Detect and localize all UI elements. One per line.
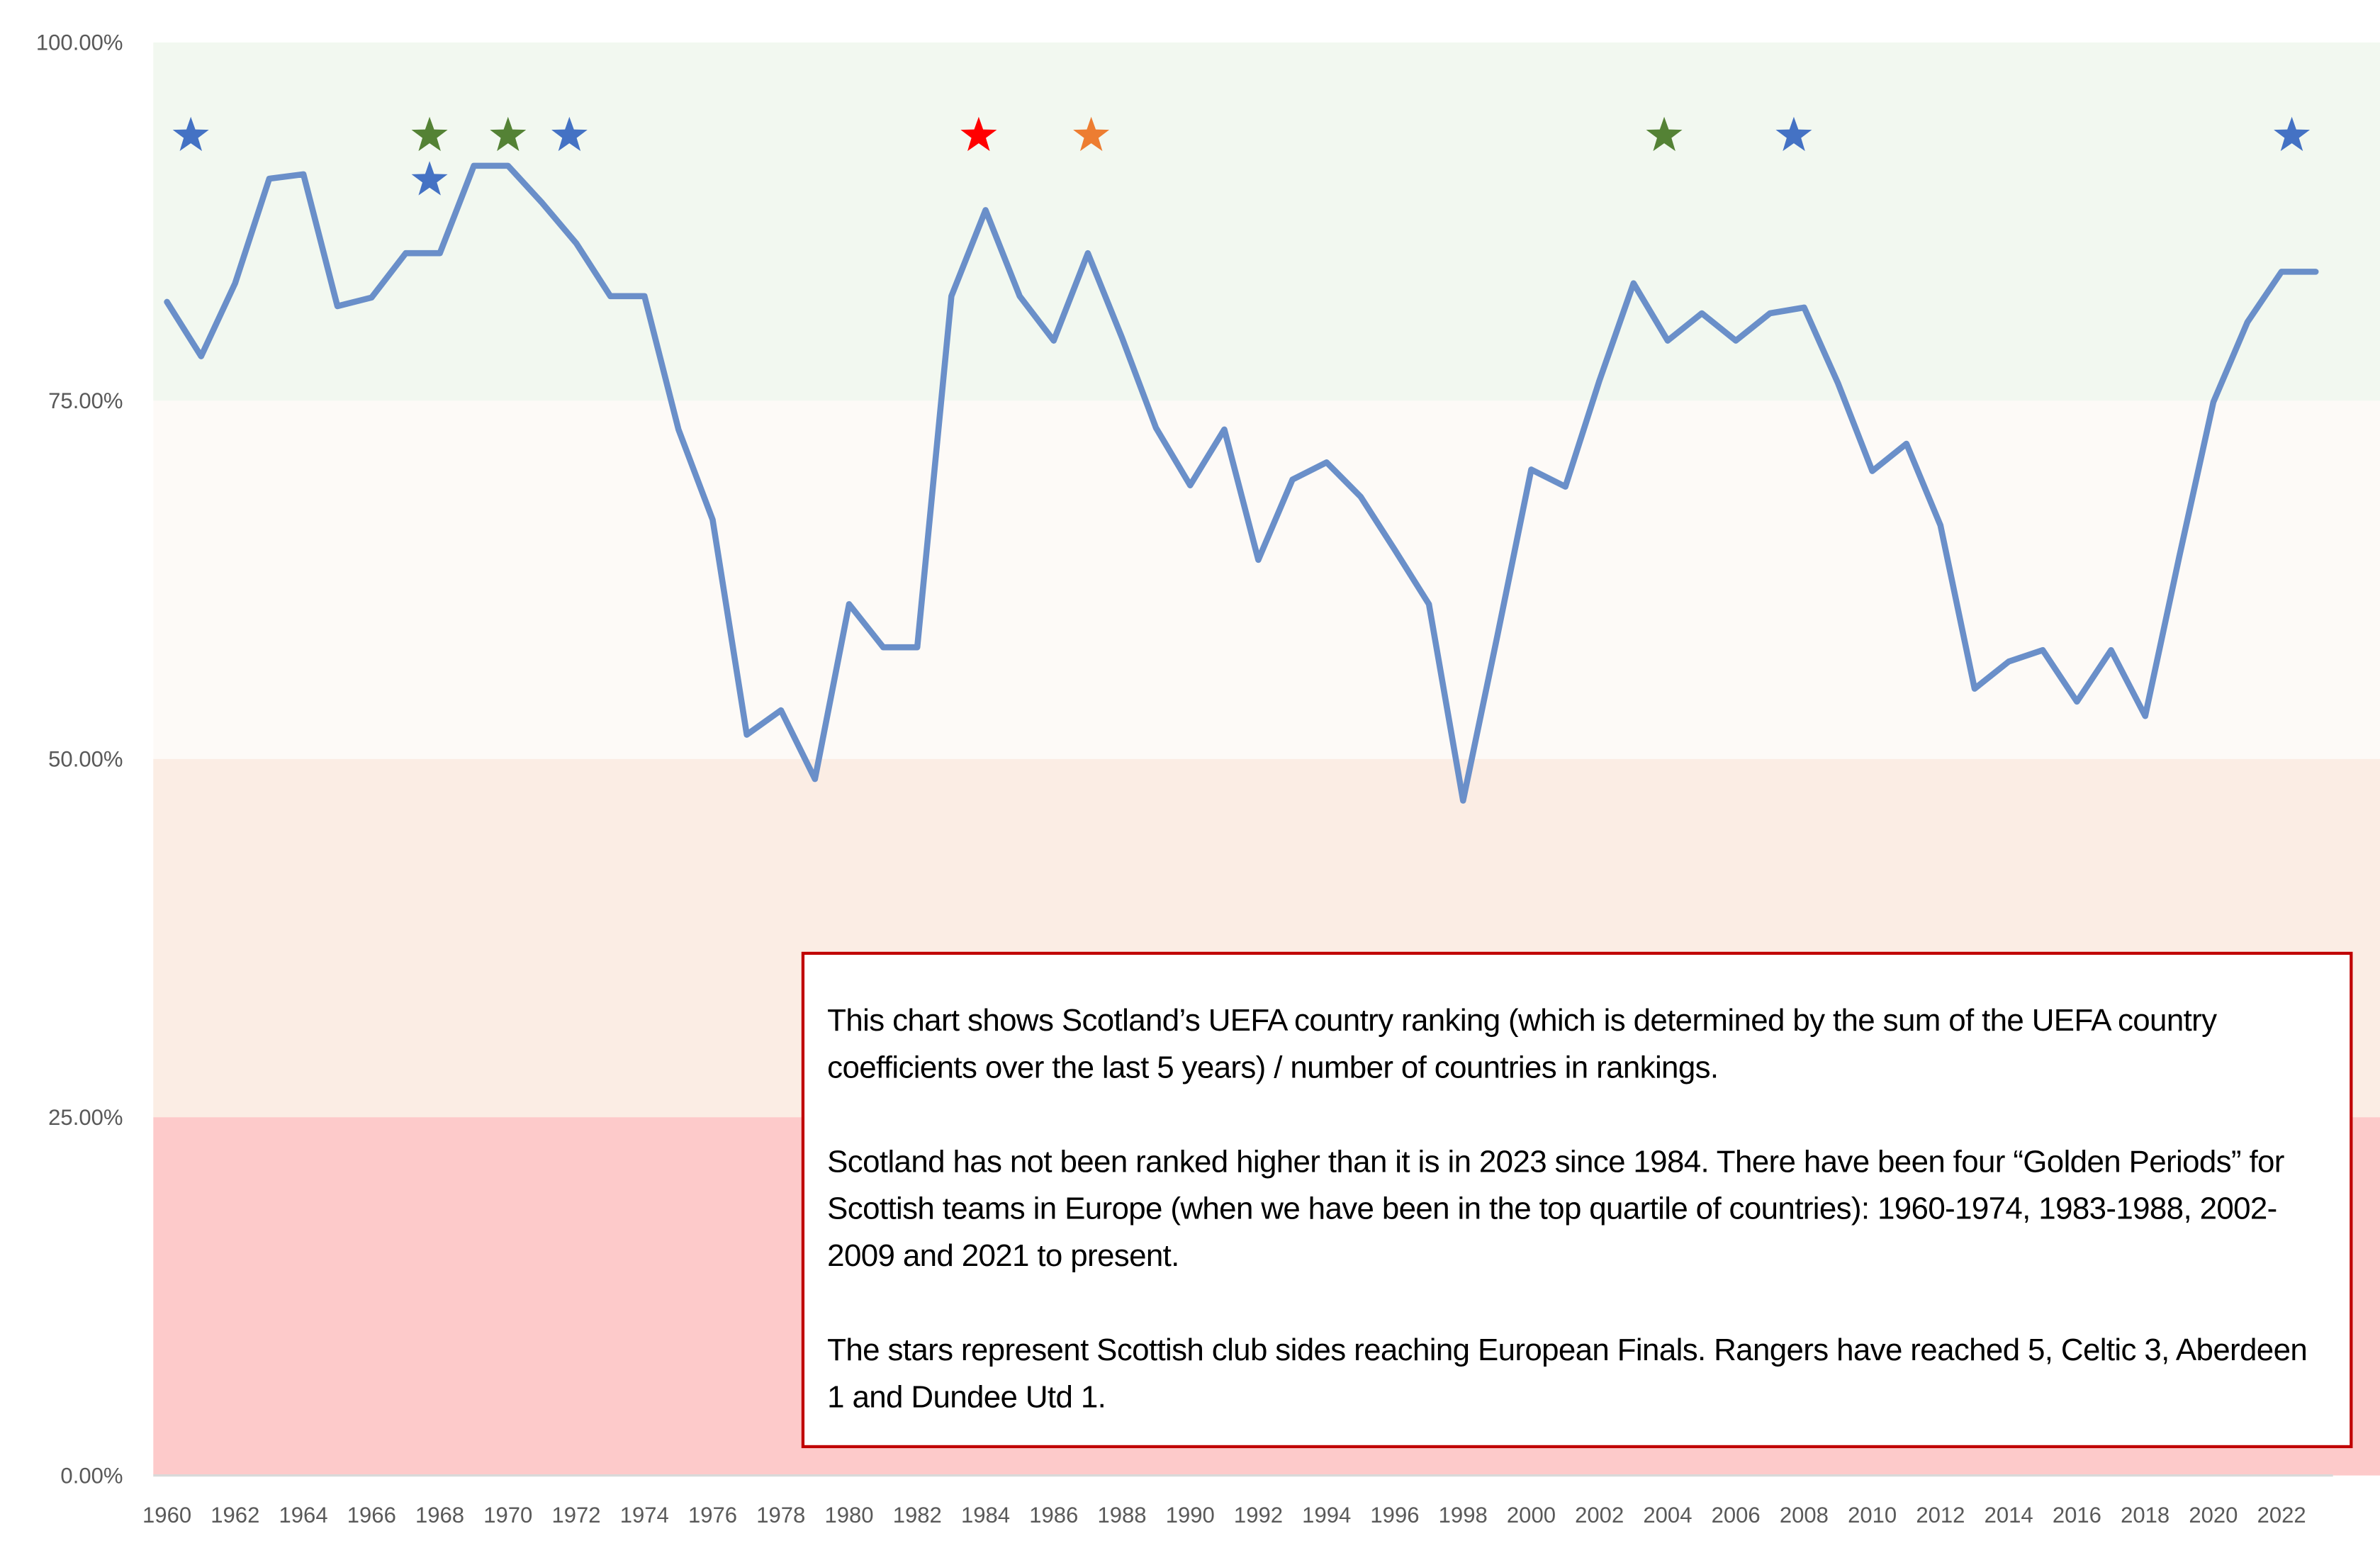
x-tick-label: 1988	[1097, 1503, 1146, 1527]
x-tick-label: 1990	[1166, 1503, 1215, 1527]
star-marker-icon	[1073, 116, 1110, 152]
band-75-100	[153, 42, 2380, 401]
x-tick-label: 1994	[1302, 1503, 1351, 1527]
x-tick-label: 1964	[279, 1503, 328, 1527]
x-tick-label: 1998	[1439, 1503, 1488, 1527]
x-tick-label: 2014	[1985, 1503, 2033, 1527]
note-paragraph-3: The stars represent Scottish club sides …	[827, 1333, 2308, 1415]
x-axis-ticks: 1960 1962 1964 1966 1968 1970 1972 1974 1976 1978…	[142, 1503, 2306, 1527]
x-tick-label: 1976	[688, 1503, 737, 1527]
star-marker-icon	[490, 116, 527, 152]
x-tick-label: 2002	[1575, 1503, 1624, 1527]
ranking-series-line	[164, 162, 2319, 804]
x-tick-label: 1972	[551, 1503, 600, 1527]
x-tick-label: 1968	[415, 1503, 464, 1527]
x-tick-label: 2004	[1643, 1503, 1692, 1527]
x-tick-label: 1978	[756, 1503, 805, 1527]
x-tick-label: 1980	[824, 1503, 873, 1527]
x-tick-label: 2018	[2121, 1503, 2169, 1527]
star-marker-icon	[960, 116, 997, 152]
star-marker-icon	[551, 116, 588, 152]
y-tick-label: 75.00%	[48, 388, 123, 413]
european-final-stars	[172, 116, 2311, 196]
y-axis-ticks: 0.00% 25.00% 50.00% 75.00% 100.00%	[36, 30, 123, 1488]
annotation-text-box: This chart shows Scotland’s UEFA country…	[801, 951, 2353, 1449]
y-tick-label: 0.00%	[60, 1463, 123, 1488]
x-tick-label: 2010	[1848, 1503, 1897, 1527]
star-marker-icon	[172, 116, 209, 152]
y-tick-label: 25.00%	[48, 1105, 123, 1130]
y-tick-label: 100.00%	[36, 30, 123, 55]
x-tick-label: 1970	[483, 1503, 532, 1527]
x-tick-label: 1960	[142, 1503, 191, 1527]
x-tick-label: 2000	[1507, 1503, 1556, 1527]
note-paragraph-2: Scotland has not been ranked higher than…	[827, 1144, 2284, 1274]
star-marker-icon	[411, 161, 448, 196]
x-tick-label: 1982	[893, 1503, 942, 1527]
x-tick-label: 2006	[1712, 1503, 1761, 1527]
x-tick-label: 1986	[1029, 1503, 1078, 1527]
star-marker-icon	[1775, 116, 1812, 152]
x-tick-label: 1996	[1370, 1503, 1419, 1527]
note-paragraph-1: This chart shows Scotland’s UEFA country…	[827, 1003, 2217, 1086]
x-tick-label: 1966	[347, 1503, 396, 1527]
x-tick-label: 1974	[620, 1503, 669, 1527]
x-tick-label: 2016	[2053, 1503, 2101, 1527]
x-tick-label: 1992	[1234, 1503, 1283, 1527]
x-tick-label: 1984	[961, 1503, 1010, 1527]
x-tick-label: 2020	[2189, 1503, 2238, 1527]
y-tick-label: 50.00%	[48, 747, 123, 772]
x-tick-label: 2008	[1780, 1503, 1829, 1527]
star-marker-icon	[1646, 116, 1683, 152]
x-tick-label: 1962	[211, 1503, 259, 1527]
star-marker-icon	[411, 116, 448, 152]
star-marker-icon	[2274, 116, 2311, 152]
x-tick-label: 2022	[2257, 1503, 2306, 1527]
band-50-75	[153, 400, 2380, 759]
x-tick-label: 2012	[1916, 1503, 1965, 1527]
